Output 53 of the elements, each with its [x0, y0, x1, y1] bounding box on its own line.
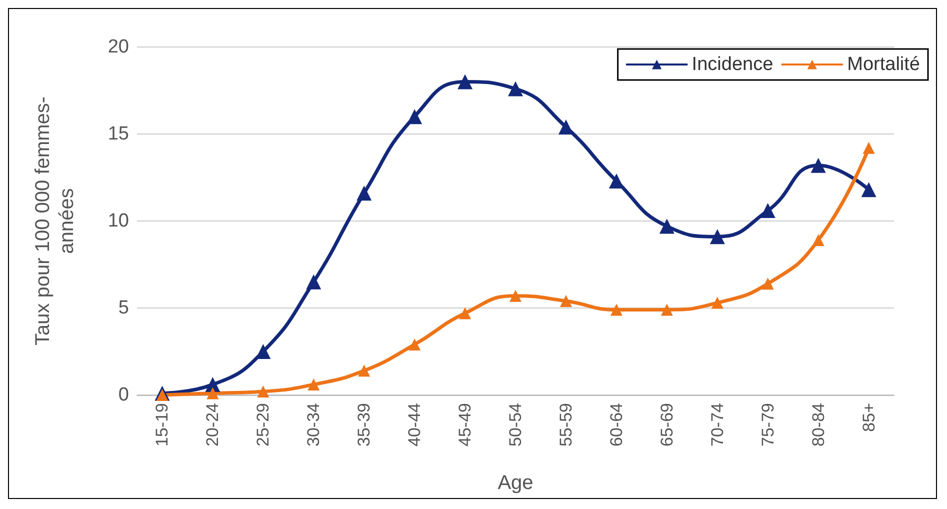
- x-tick-label: 50-54: [506, 403, 525, 446]
- y-tick-label: 10: [108, 210, 129, 232]
- x-tick-label: 80-84: [808, 403, 828, 446]
- point: [560, 295, 572, 308]
- legend-label: Incidence: [692, 54, 774, 75]
- point: [407, 109, 422, 124]
- point: [205, 377, 220, 392]
- x-tick-label: 45-49: [456, 403, 475, 446]
- x-tick-label: 70-74: [708, 403, 727, 446]
- y-tick-label: 0: [118, 384, 129, 406]
- x-tick-label: 30-34: [304, 403, 324, 446]
- point: [812, 234, 824, 246]
- x-tick-label: 35-39: [354, 403, 374, 446]
- point: [659, 218, 674, 234]
- x-tick-label: 65-69: [657, 403, 676, 446]
- x-axis-title: Age: [498, 472, 534, 494]
- point: [710, 229, 725, 244]
- x-tick-label: 15-19: [152, 403, 172, 446]
- point: [810, 158, 826, 173]
- y-tick-label: 15: [108, 124, 129, 144]
- x-tick-label: 75-79: [758, 403, 778, 446]
- x-tick-label: 20-24: [203, 403, 222, 446]
- point: [861, 182, 876, 198]
- y-tick-label: 20: [108, 36, 129, 58]
- point: [306, 274, 322, 290]
- point: [358, 364, 370, 377]
- point: [356, 186, 372, 201]
- point: [610, 304, 622, 316]
- point: [660, 304, 673, 316]
- point: [458, 74, 473, 90]
- point: [760, 203, 776, 218]
- point: [156, 389, 168, 401]
- x-tick-label: 85+: [859, 402, 878, 432]
- y-tick-label: 5: [118, 298, 129, 318]
- point: [408, 338, 421, 351]
- point: [862, 142, 875, 154]
- point: [257, 386, 270, 398]
- point: [459, 307, 472, 320]
- point: [256, 344, 271, 359]
- point: [206, 387, 219, 400]
- x-tick-label: 60-64: [606, 403, 626, 446]
- point: [308, 378, 320, 391]
- x-tick-label: 55-59: [556, 403, 576, 446]
- x-tick-label: 40-44: [405, 403, 424, 446]
- point: [711, 296, 724, 309]
- point: [762, 278, 774, 290]
- legend-label: Mortalité: [847, 54, 920, 75]
- x-tick-label: 25-29: [254, 403, 273, 446]
- point: [608, 173, 624, 188]
- point: [558, 120, 574, 135]
- point: [510, 290, 522, 302]
- y-axis-title: Taux pour 100 000 femmes-années: [32, 96, 78, 346]
- point: [508, 81, 523, 96]
